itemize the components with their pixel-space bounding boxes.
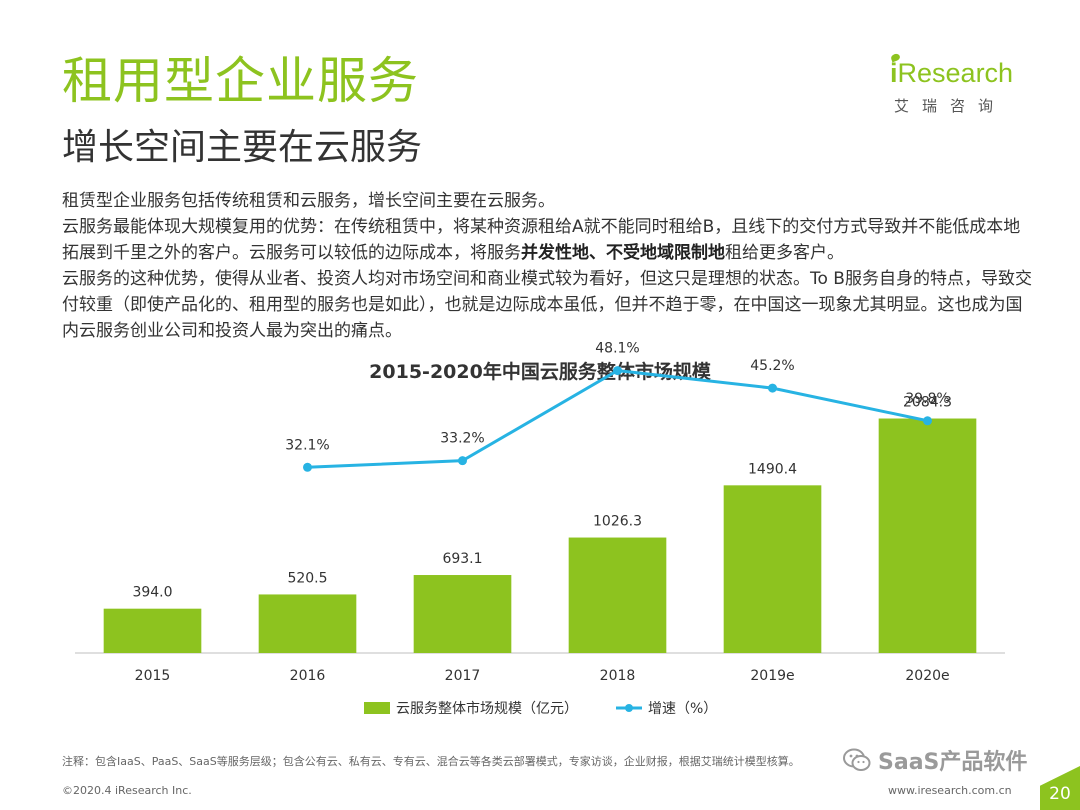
bar-label-2020e: 2084.3 [903, 395, 952, 411]
growth-point-2017 [458, 456, 467, 466]
growth-point-2020e [923, 416, 932, 426]
x-tick-2019e: 2019e [750, 668, 794, 684]
bar-2019e [723, 485, 822, 653]
bar-value-labels: 394.0 520.5 693.1 1026.3 1490.4 2084.3 [132, 395, 952, 601]
legend-line-label: 增速（%） [648, 701, 717, 717]
paragraph-2: 云服务最能体现大规模复用的优势：在传统租赁中，将某种资源租给A就不能同时租给B，… [62, 214, 1032, 266]
logo-research: Research [897, 58, 1014, 88]
paragraph-2-emphasis: 并发性地、不受地域限制地 [521, 243, 725, 263]
website-link[interactable]: www.iresearch.com.cn [888, 784, 1012, 797]
growth-points [303, 366, 932, 472]
page-title: 租用型企业服务 [62, 52, 419, 110]
x-tick-2020e: 2020e [905, 668, 949, 684]
legend-bar-swatch [364, 702, 390, 714]
bar-label-2015: 394.0 [132, 585, 172, 601]
body-text: 租赁型企业服务包括传统租赁和云服务，增长空间主要在云服务。 云服务最能体现大规模… [62, 188, 1032, 344]
growth-label-2020e: 39.8% [905, 391, 949, 407]
bar-label-2016: 520.5 [287, 570, 327, 586]
iresearch-logo: i Research 艾瑞咨询 [890, 52, 1030, 122]
growth-point-2018 [613, 366, 622, 376]
growth-value-labels: 32.1% 33.2% 48.1% 45.2% 39.8% [285, 341, 949, 454]
watermark: SaaS产品软件 [842, 744, 1027, 776]
chart-title: 2015-2020年中国云服务整体市场规模 [369, 360, 712, 383]
bar-2017 [413, 575, 512, 653]
paragraph-1: 租赁型企业服务包括传统租赁和云服务，增长空间主要在云服务。 [62, 191, 555, 211]
x-tick-2015: 2015 [135, 668, 171, 684]
x-tick-labels: 2015 2016 2017 2018 2019e 2020e [135, 668, 950, 684]
growth-label-2017: 33.2% [440, 431, 484, 447]
growth-label-2019e: 45.2% [750, 358, 794, 374]
bar-label-2018: 1026.3 [593, 514, 642, 530]
bar-label-2017: 693.1 [442, 551, 482, 567]
growth-line [307, 369, 928, 469]
logo-wordmark: i Research [890, 52, 1030, 88]
growth-label-2018: 48.1% [595, 341, 639, 357]
logo-i: i [890, 52, 901, 88]
x-tick-2018: 2018 [600, 668, 636, 684]
bar-2015 [103, 608, 202, 653]
growth-point-2019e [768, 383, 777, 393]
chart-legend: 云服务整体市场规模（亿元） 增速（%） [364, 700, 717, 717]
growth-point-2016 [303, 462, 312, 472]
legend-bar-label: 云服务整体市场规模（亿元） [396, 700, 578, 717]
bar-2020e [878, 418, 977, 653]
growth-label-2016: 32.1% [285, 437, 329, 453]
copyright: ©2020.4 iResearch Inc. [62, 784, 192, 797]
x-tick-2017: 2017 [445, 668, 481, 684]
paragraph-2-text-a: 云服务最能体现大规模复用的优势：在传统租赁中，将某种资源租给A就不能同时租给B，… [62, 217, 1021, 263]
watermark-text: SaaS产品软件 [878, 750, 1028, 775]
bar-series [103, 418, 977, 653]
paragraph-2-text-c: 租给更多客户。 [725, 243, 844, 263]
wechat-icon [843, 748, 871, 771]
x-tick-2016: 2016 [290, 668, 326, 684]
footnote: 注释：包含IaaS、PaaS、SaaS等服务层级；包含公有云、私有云、专有云、混… [62, 755, 800, 768]
paragraph-3: 云服务的这种优势，使得从业者、投资人均对市场空间和商业模式较为看好，但这只是理想… [62, 269, 1032, 341]
bar-2018 [568, 537, 667, 653]
bar-label-2019e: 1490.4 [748, 461, 797, 477]
legend-line-marker [625, 704, 633, 712]
bar-2016 [258, 594, 357, 653]
logo-i-letter: i [890, 58, 898, 88]
page-subtitle: 增长空间主要在云服务 [62, 127, 423, 168]
logo-chinese: 艾瑞咨询 [894, 97, 1007, 115]
